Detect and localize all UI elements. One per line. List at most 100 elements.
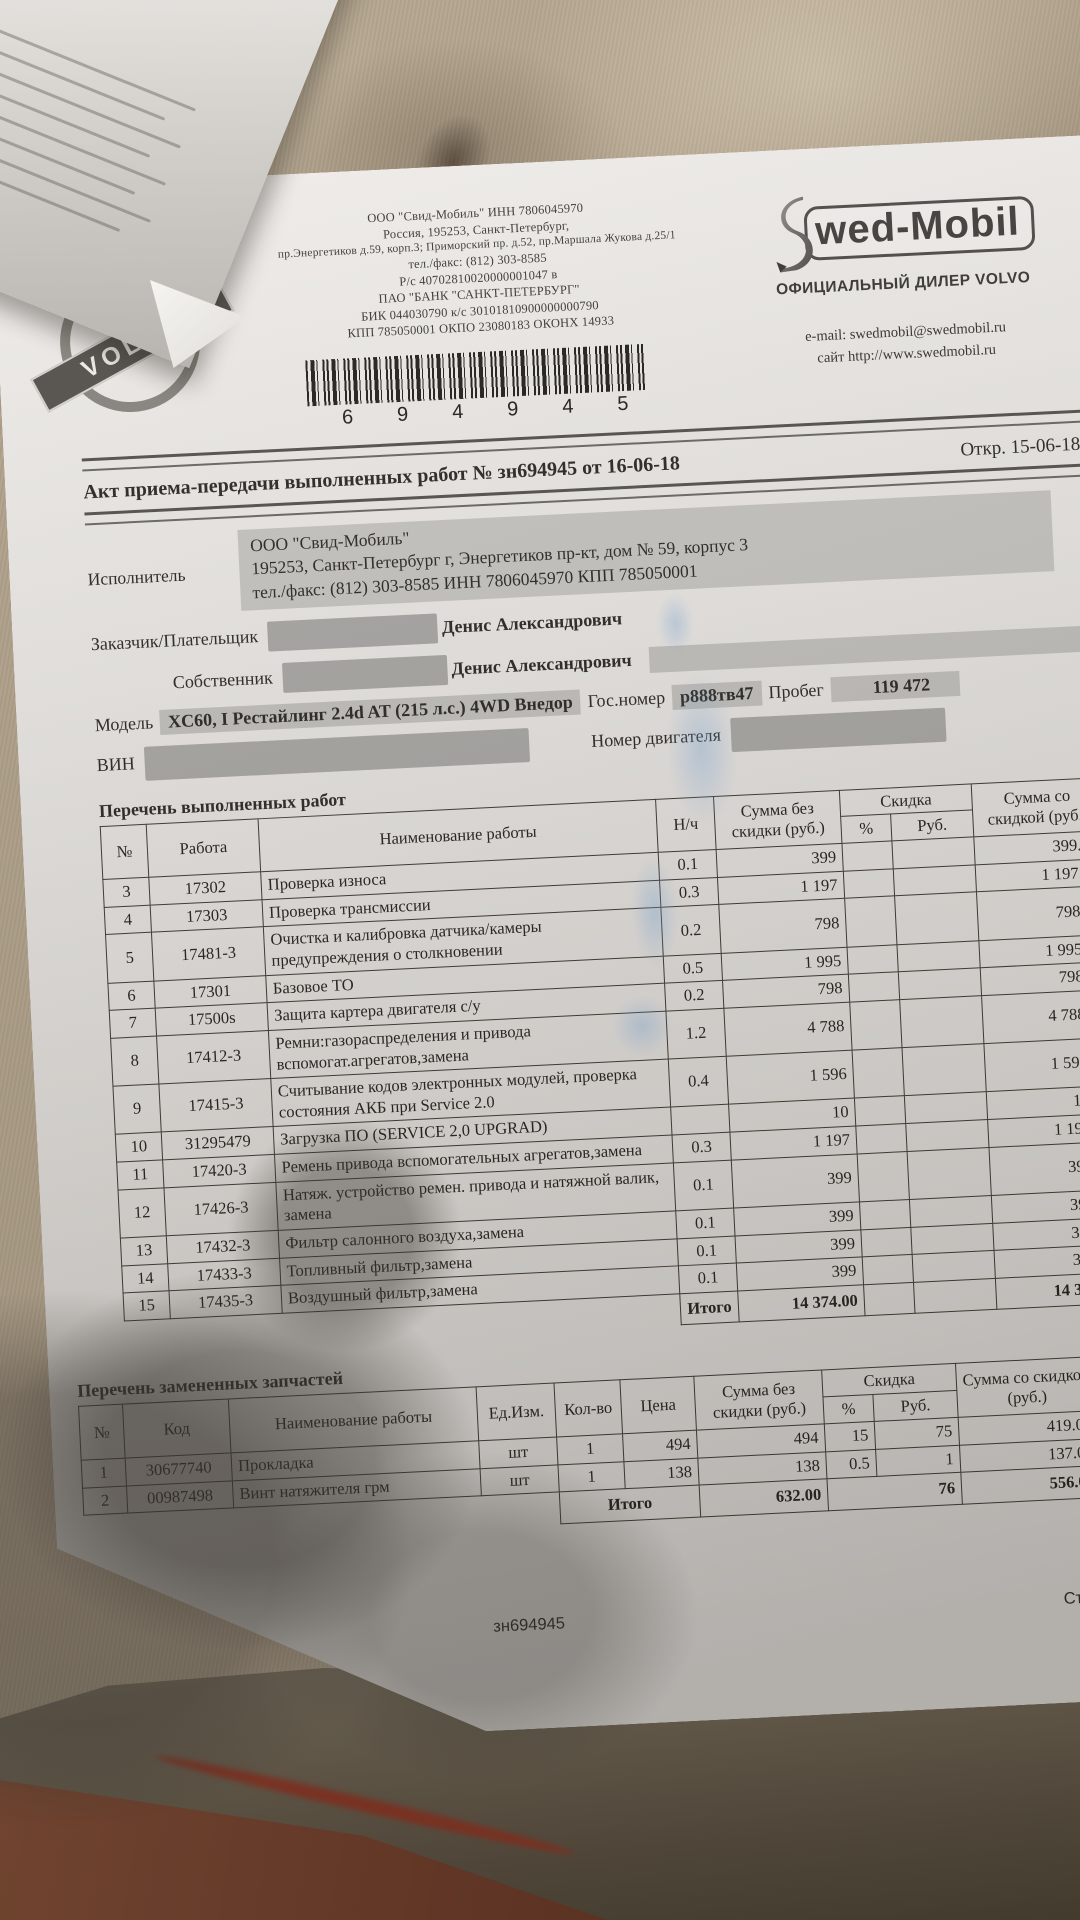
part-discount-rub: 1	[876, 1445, 961, 1477]
part-price: 494	[623, 1430, 698, 1461]
part-num: 2	[83, 1486, 128, 1516]
work-discount-pct	[850, 1000, 902, 1051]
work-discount-pct	[847, 944, 898, 974]
work-discount-rub	[897, 940, 980, 972]
parts-total-after: 556.00	[961, 1466, 1080, 1504]
work-discount-pct	[854, 1096, 905, 1126]
part-discount-rub: 75	[874, 1417, 959, 1449]
work-hours: 0.1	[677, 1236, 736, 1266]
work-num: 14	[122, 1263, 169, 1293]
work-total: 10.00	[986, 1086, 1080, 1120]
work-discount-rub	[895, 892, 979, 944]
work-total: 798.00	[976, 886, 1080, 941]
work-discount-pct	[848, 972, 899, 1002]
work-discount-rub	[912, 1251, 995, 1283]
works-total-after: 14 374.00	[995, 1272, 1080, 1310]
work-hours: 0.1	[678, 1263, 737, 1293]
work-discount-rub	[909, 1195, 992, 1227]
work-total: 399.00	[993, 1217, 1080, 1251]
work-num: 15	[123, 1291, 170, 1321]
part-price: 138	[624, 1458, 699, 1489]
barcode-block: 694945	[305, 344, 648, 432]
owner-redaction	[282, 654, 448, 692]
parts-total-label: Итого	[559, 1485, 700, 1523]
owner-name: Денис Александрович	[451, 649, 633, 679]
plate-label: Гос.номер	[587, 686, 666, 711]
vin-label: ВИН	[96, 753, 136, 776]
works-table: № Работа Наименование работы Н/ч Сумма б…	[100, 777, 1080, 1353]
work-total: 399.00	[994, 1244, 1080, 1278]
col-header-num: №	[79, 1405, 126, 1461]
work-hours: 0.4	[668, 1056, 728, 1107]
work-discount-rub	[892, 837, 975, 869]
work-code: 17426-3	[164, 1182, 278, 1236]
work-num: 8	[111, 1036, 159, 1086]
vin-redaction	[144, 728, 530, 781]
work-hours: 0.5	[663, 953, 722, 983]
footer-page-number: Страница 1 из	[1063, 1586, 1080, 1608]
col-header-discount-pct: %	[841, 814, 892, 843]
work-hours: 0.1	[673, 1160, 733, 1211]
work-total: 399.00	[989, 1141, 1080, 1196]
model-label: Модель	[94, 711, 154, 735]
work-discount-pct	[845, 896, 897, 947]
parts-total-discount: 76	[827, 1473, 962, 1511]
open-date: Откр. 15-06-18	[959, 433, 1080, 461]
col-header-code: Работа	[146, 818, 260, 877]
col-header-discount-pct: %	[823, 1395, 874, 1424]
work-num: 6	[108, 981, 155, 1011]
parts-total-before: 632.00	[699, 1479, 828, 1517]
receipt-print-lines	[0, 0, 255, 339]
paper-document: VOLVO ООО "Свид-Мобиль" ИНН 7806045970Ро…	[0, 133, 1080, 1752]
work-discount-pct	[862, 1255, 913, 1285]
work-hours: 0.2	[665, 981, 724, 1011]
swedmobil-logo-block: wed-Mobil ОФИЦИАЛЬНЫЙ ДИЛЕР VOLVO e-mail…	[729, 182, 1077, 374]
work-discount-rub	[907, 1147, 991, 1199]
work-code: 17481-3	[151, 927, 265, 981]
work-hours: 0.1	[676, 1208, 735, 1238]
work-discount-pct	[852, 1048, 904, 1099]
work-discount-pct	[856, 1124, 907, 1154]
mileage-label: Пробег	[767, 679, 825, 702]
work-sum: 1 596	[726, 1050, 854, 1104]
part-unit: шт	[479, 1437, 558, 1468]
s-glyph-icon	[765, 194, 819, 274]
part-discount-pct: 0.5	[826, 1449, 877, 1479]
work-hours	[671, 1105, 730, 1135]
company-header: ООО "Свид-Мобиль" ИНН 7806045970 Россия, …	[175, 190, 781, 350]
work-discount-rub	[893, 865, 976, 897]
col-header-sum-before: Сумма без скидки (руб.)	[713, 790, 841, 850]
work-discount-pct	[861, 1227, 912, 1257]
work-hours: 0.3	[672, 1132, 731, 1162]
col-header-discount-rub: Руб.	[873, 1391, 958, 1422]
work-discount-rub	[911, 1223, 994, 1255]
customer-name: Денис Александрович	[441, 608, 623, 638]
work-sum: 4 788	[724, 1002, 852, 1056]
work-discount-pct	[842, 841, 893, 871]
swedmobil-logo: wed-Mobil	[729, 182, 1072, 277]
col-header-code: Код	[123, 1399, 231, 1458]
part-unit: шт	[480, 1465, 559, 1496]
owner-label: Собственник	[172, 667, 274, 693]
work-sum: 798	[719, 899, 847, 953]
work-discount-pct	[843, 869, 894, 899]
work-num: 9	[113, 1084, 161, 1134]
col-header-sum-after: Сумма со скидкой (руб.)	[971, 777, 1080, 837]
work-num: 7	[109, 1008, 156, 1038]
work-total: 1 197.00	[988, 1113, 1080, 1147]
work-total: 399.00	[991, 1189, 1080, 1223]
work-num: 4	[104, 905, 151, 935]
work-discount-pct	[859, 1199, 910, 1229]
part-qty: 1	[558, 1461, 625, 1492]
works-total-before: 14 374.00	[738, 1285, 865, 1323]
work-num: 5	[106, 933, 154, 983]
work-discount-rub	[898, 968, 981, 1000]
works-total-label: Итого	[680, 1291, 739, 1325]
col-header-sum-before: Сумма без скидки (руб.)	[694, 1370, 824, 1430]
swedmobil-wordmark: wed-Mobil	[803, 196, 1036, 261]
col-header-price: Цена	[620, 1377, 697, 1434]
col-header-num: №	[100, 824, 149, 880]
work-discount-rub	[900, 996, 984, 1048]
work-num: 13	[120, 1236, 167, 1266]
work-num: 10	[115, 1132, 162, 1162]
